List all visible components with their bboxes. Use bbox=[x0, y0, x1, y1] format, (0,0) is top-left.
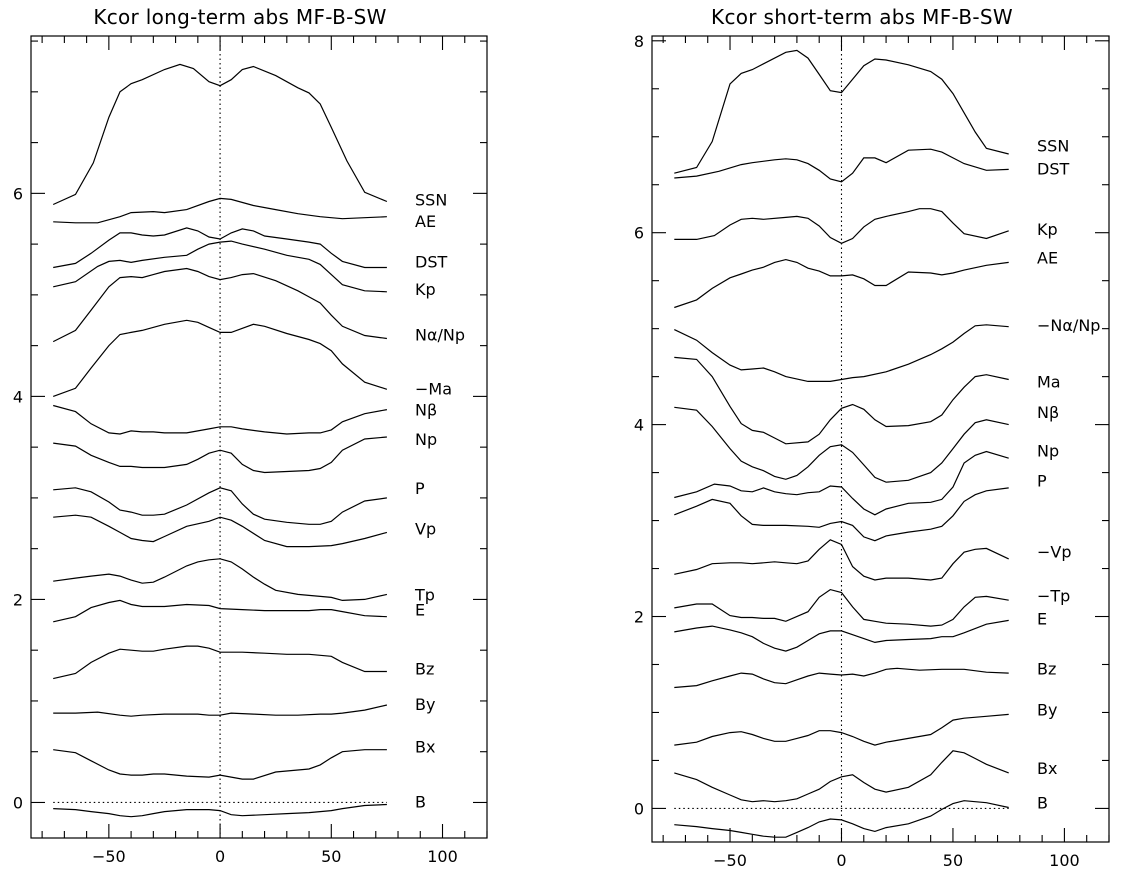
series-line-Np bbox=[674, 450, 1009, 516]
series-line-Nβ bbox=[53, 404, 388, 435]
series-label: SSN bbox=[1037, 136, 1069, 155]
series-line-SSN bbox=[674, 49, 1009, 174]
y-tick-label: 2 bbox=[13, 590, 23, 609]
plot-frame bbox=[651, 35, 1110, 843]
series-line-P bbox=[674, 487, 1009, 542]
series-label: Np bbox=[1037, 442, 1059, 461]
y-tick-label: 2 bbox=[634, 608, 644, 627]
chart-short-term: Kcor short-term abs MF-B-SW −50 0 50 100 0 2 4… bbox=[634, 5, 1110, 870]
y-tick-label: 0 bbox=[634, 799, 644, 818]
y-tick-label: 6 bbox=[13, 184, 23, 203]
series-label: SSN bbox=[415, 190, 447, 209]
series-line-−Ma bbox=[52, 319, 388, 397]
x-tick-label: 50 bbox=[321, 847, 341, 866]
series-line-Bx bbox=[674, 750, 1009, 803]
series-label: −Ma bbox=[415, 379, 452, 398]
series-line-−Vp bbox=[674, 539, 1009, 581]
series-label: P bbox=[415, 479, 425, 498]
series-label: −Vp bbox=[1037, 542, 1072, 561]
series-line-SSN bbox=[52, 63, 388, 206]
series-label: DST bbox=[415, 252, 447, 271]
series-line-Tp bbox=[53, 558, 388, 602]
series-label: By bbox=[415, 695, 435, 714]
series-label: −Nα/Np bbox=[1037, 316, 1100, 335]
series-line-DST bbox=[53, 227, 387, 269]
series-line-Np bbox=[53, 436, 387, 474]
series-line-AE bbox=[53, 197, 387, 224]
series-line-−Tp bbox=[674, 588, 1009, 627]
series-line-Bz bbox=[53, 645, 387, 680]
series-label: AE bbox=[1037, 249, 1058, 268]
series-line-Vp bbox=[53, 514, 388, 548]
x-tick-label: 0 bbox=[215, 847, 225, 866]
x-tick-label: 100 bbox=[1049, 851, 1080, 870]
series-line-AE bbox=[674, 258, 1009, 309]
series-line-B bbox=[674, 800, 1009, 838]
x-tick-label: −50 bbox=[92, 847, 126, 866]
series-line-Kp bbox=[674, 208, 1009, 244]
x-tick-label: 100 bbox=[427, 847, 458, 866]
series-label: DST bbox=[1037, 159, 1069, 178]
series-label: Kp bbox=[415, 280, 436, 299]
series-line-DST bbox=[674, 148, 1009, 183]
series-line-Bx bbox=[53, 749, 387, 780]
series-label: Bz bbox=[1037, 659, 1056, 678]
series-label: P bbox=[1037, 471, 1047, 490]
series-label: Bx bbox=[1037, 759, 1057, 778]
series-label: Nα/Np bbox=[415, 325, 465, 344]
y-tick-label: 4 bbox=[634, 416, 644, 435]
chart-long-term: Kcor long-term abs MF-B-SW −50 0 50 100 0 2 4 6… bbox=[13, 5, 488, 866]
x-tick-label: 50 bbox=[943, 851, 963, 870]
x-tick-label: −50 bbox=[713, 851, 747, 870]
y-tick-label: 4 bbox=[13, 387, 23, 406]
series-label: E bbox=[1037, 609, 1047, 628]
series-label: Vp bbox=[415, 519, 436, 538]
chart-title: Kcor long-term abs MF-B-SW bbox=[93, 5, 386, 29]
series-line-E bbox=[53, 599, 387, 623]
series-line-Nα/Np bbox=[52, 267, 387, 343]
y-tick-label: 6 bbox=[634, 224, 644, 243]
series-label: Bx bbox=[415, 738, 435, 757]
series-label: Nβ bbox=[1037, 403, 1059, 422]
series-line-Ma bbox=[674, 356, 1009, 445]
series-label: E bbox=[415, 601, 425, 620]
series-line-E bbox=[674, 619, 1009, 652]
x-tick-label: 0 bbox=[836, 851, 846, 870]
series-line-By bbox=[674, 713, 1009, 746]
series-label: Nβ bbox=[415, 401, 437, 420]
series-line-B bbox=[53, 803, 387, 818]
series-label: AE bbox=[415, 212, 436, 231]
series-line-Kp bbox=[53, 240, 387, 293]
series-label: Np bbox=[415, 430, 437, 449]
y-tick-label: 8 bbox=[634, 32, 644, 51]
chart-panel-short-term: Kcor short-term abs MF-B-SW −50 0 50 100 0 2 4… bbox=[564, 0, 1129, 877]
series-label: B bbox=[1037, 794, 1048, 813]
y-tick-label: 0 bbox=[13, 793, 23, 812]
series-label: Tp bbox=[414, 585, 435, 604]
series-label: B bbox=[415, 792, 426, 811]
series-label: Bz bbox=[415, 659, 434, 678]
plot-frame bbox=[30, 35, 488, 839]
series-label: By bbox=[1037, 701, 1057, 720]
series-label: Ma bbox=[1037, 372, 1061, 391]
chart-title: Kcor short-term abs MF-B-SW bbox=[711, 5, 1013, 29]
series-line-By bbox=[53, 704, 388, 717]
series-line-Bz bbox=[674, 667, 1009, 689]
series-label: Kp bbox=[1037, 220, 1058, 239]
series-label: −Tp bbox=[1037, 586, 1070, 605]
chart-panel-long-term: Kcor long-term abs MF-B-SW −50 0 50 100 0 2 4 6… bbox=[13, 5, 488, 866]
series-line-P bbox=[53, 487, 387, 525]
series-line-Nβ bbox=[674, 406, 1009, 483]
series-line-−Nα/Np bbox=[674, 324, 1009, 382]
